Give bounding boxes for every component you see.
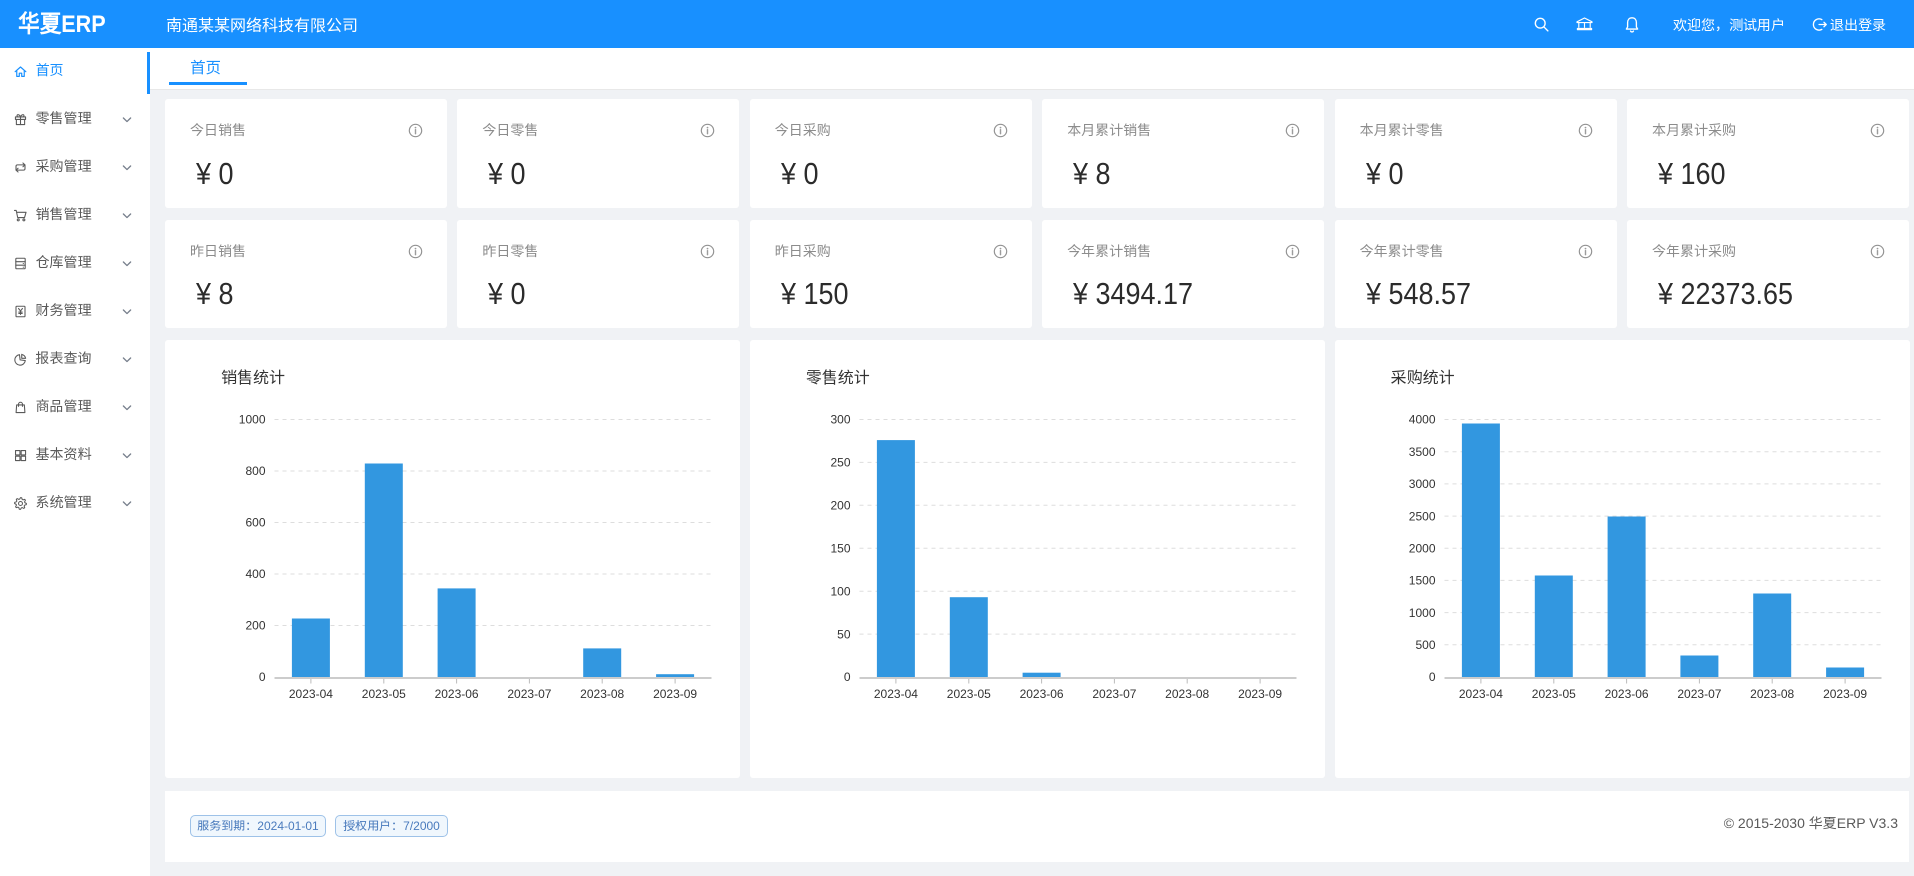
svg-text:2023-04: 2023-04 [874, 687, 918, 701]
svg-text:2023-08: 2023-08 [1750, 687, 1794, 701]
svg-text:2500: 2500 [1408, 509, 1435, 523]
svg-text:4000: 4000 [1408, 412, 1435, 426]
svg-text:2023-07: 2023-07 [1677, 687, 1721, 701]
svg-text:0: 0 [844, 670, 851, 684]
svg-text:2023-05: 2023-05 [1531, 687, 1575, 701]
svg-text:2023-09: 2023-09 [1823, 687, 1867, 701]
svg-text:0: 0 [259, 670, 266, 684]
svg-text:3500: 3500 [1408, 444, 1435, 458]
svg-text:2023-05: 2023-05 [947, 687, 991, 701]
svg-text:3000: 3000 [1408, 477, 1435, 491]
svg-text:2023-06: 2023-06 [435, 687, 479, 701]
svg-text:50: 50 [837, 627, 851, 641]
svg-text:0: 0 [1428, 670, 1435, 684]
svg-text:500: 500 [1415, 638, 1435, 652]
svg-text:200: 200 [830, 498, 850, 512]
svg-text:300: 300 [830, 412, 850, 426]
svg-text:2023-04: 2023-04 [1458, 687, 1502, 701]
svg-text:2023-07: 2023-07 [1092, 687, 1136, 701]
svg-text:200: 200 [245, 618, 265, 632]
svg-text:100: 100 [830, 584, 850, 598]
svg-text:1500: 1500 [1408, 573, 1435, 587]
svg-text:2023-08: 2023-08 [1165, 687, 1209, 701]
svg-text:1000: 1000 [1408, 605, 1435, 619]
svg-text:2023-06: 2023-06 [1604, 687, 1648, 701]
svg-text:2023-06: 2023-06 [1019, 687, 1063, 701]
svg-text:2023-09: 2023-09 [1238, 687, 1282, 701]
svg-text:2023-09: 2023-09 [653, 687, 697, 701]
svg-text:600: 600 [245, 515, 265, 529]
svg-text:150: 150 [830, 541, 850, 555]
svg-text:800: 800 [245, 464, 265, 478]
svg-text:2023-04: 2023-04 [289, 687, 333, 701]
svg-text:2023-08: 2023-08 [580, 687, 624, 701]
svg-text:1000: 1000 [239, 412, 266, 426]
svg-text:2023-07: 2023-07 [507, 687, 551, 701]
svg-text:250: 250 [830, 455, 850, 469]
svg-text:400: 400 [245, 567, 265, 581]
svg-text:2023-05: 2023-05 [362, 687, 406, 701]
svg-text:2000: 2000 [1408, 541, 1435, 555]
